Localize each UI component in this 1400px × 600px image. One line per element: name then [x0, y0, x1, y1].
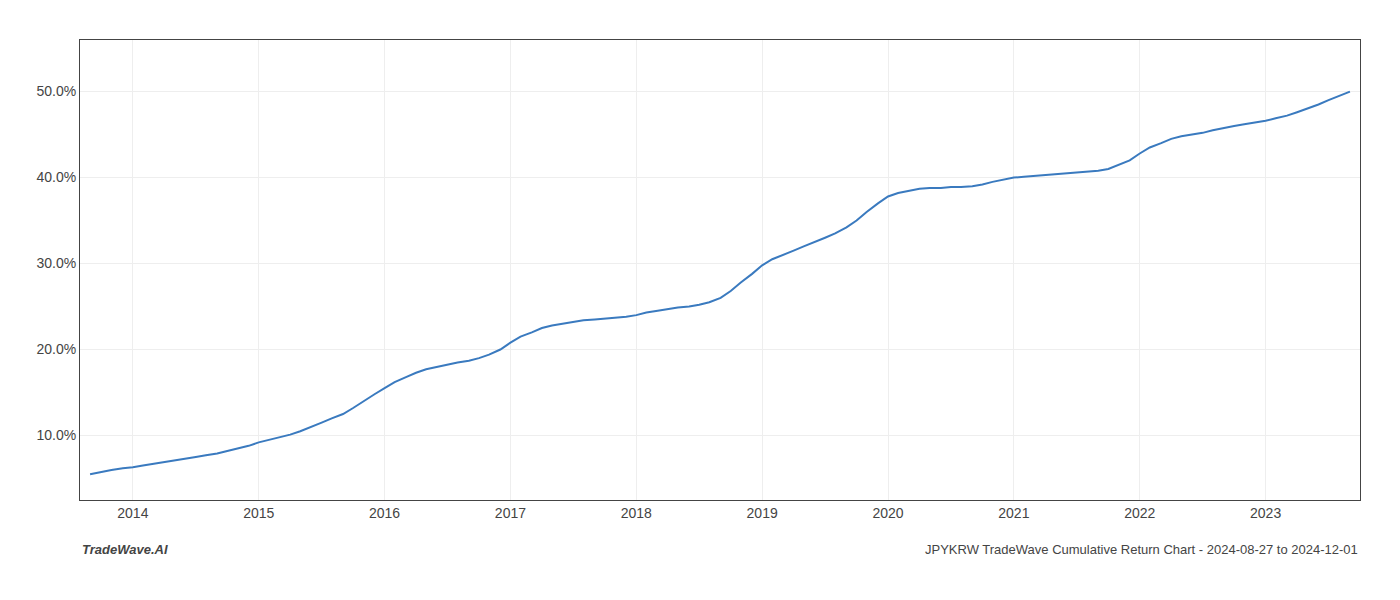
svg-text:2017: 2017	[495, 505, 526, 521]
svg-text:2021: 2021	[998, 505, 1029, 521]
svg-text:2015: 2015	[243, 505, 274, 521]
svg-text:JPYKRW TradeWave Cumulative Re: JPYKRW TradeWave Cumulative Return Chart…	[925, 542, 1358, 557]
svg-text:40.0%: 40.0%	[36, 169, 76, 185]
svg-text:2014: 2014	[117, 505, 148, 521]
svg-text:2023: 2023	[1250, 505, 1281, 521]
svg-text:2018: 2018	[621, 505, 652, 521]
svg-text:10.0%: 10.0%	[36, 427, 76, 443]
svg-text:20.0%: 20.0%	[36, 341, 76, 357]
svg-text:30.0%: 30.0%	[36, 255, 76, 271]
svg-text:2019: 2019	[747, 505, 778, 521]
svg-text:2022: 2022	[1124, 505, 1155, 521]
svg-text:2016: 2016	[369, 505, 400, 521]
svg-text:50.0%: 50.0%	[36, 83, 76, 99]
svg-text:2020: 2020	[872, 505, 903, 521]
svg-text:TradeWave.AI: TradeWave.AI	[82, 542, 168, 557]
